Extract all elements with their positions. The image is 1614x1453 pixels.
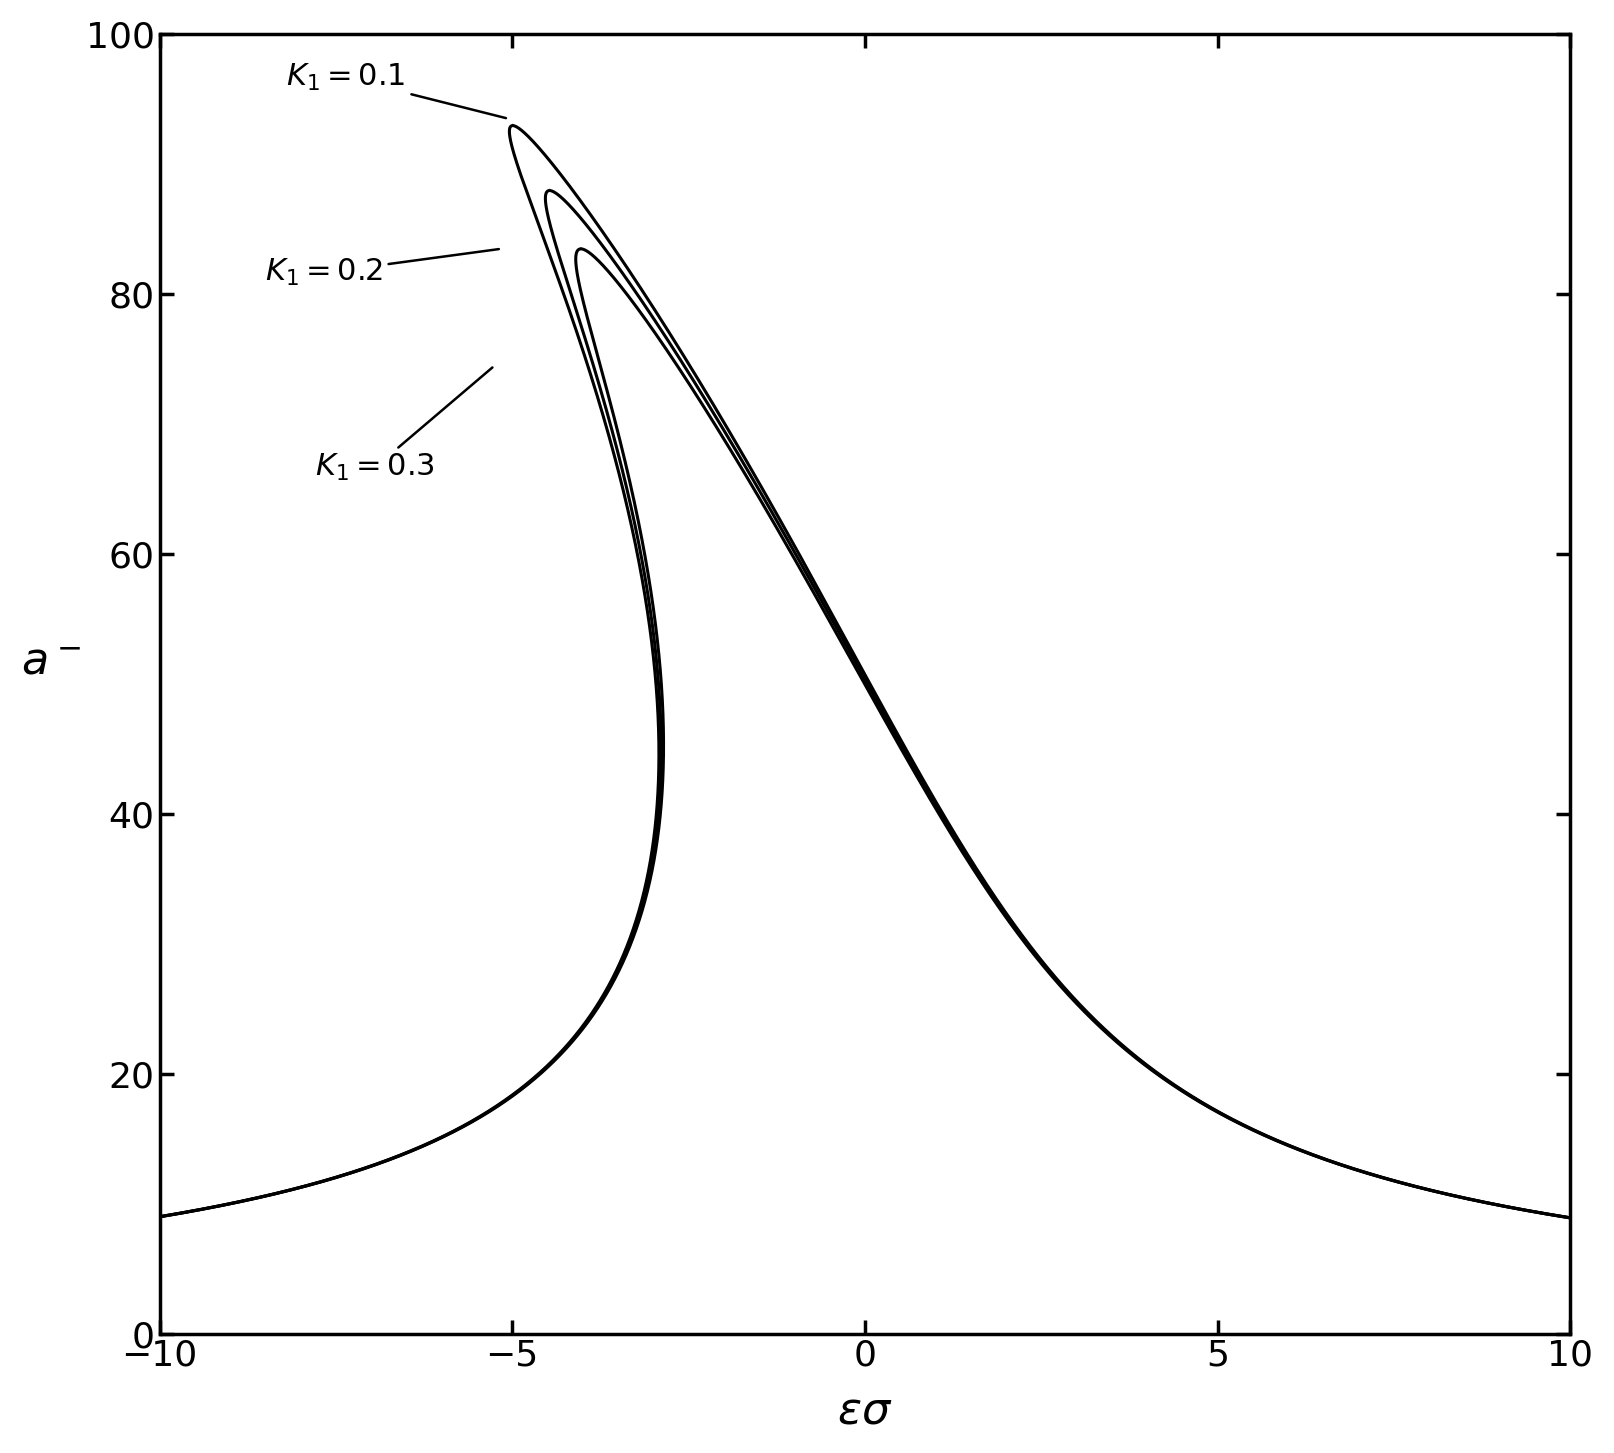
Text: $K_1 = 0.3$: $K_1 = 0.3$ [315, 368, 492, 484]
Text: $K_1 = 0.2$: $K_1 = 0.2$ [265, 248, 499, 288]
Text: $K_1 = 0.1$: $K_1 = 0.1$ [286, 62, 505, 118]
X-axis label: $\varepsilon\sigma$: $\varepsilon\sigma$ [838, 1389, 893, 1433]
Y-axis label: $a^-$: $a^-$ [21, 641, 81, 684]
